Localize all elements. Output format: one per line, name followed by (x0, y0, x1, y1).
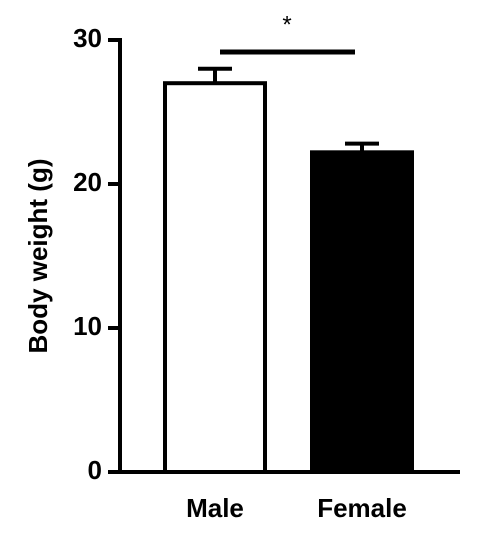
y-axis-label: Body weight (g) (23, 159, 53, 354)
x-tick-label: Female (317, 493, 407, 523)
significance-star: * (282, 11, 291, 38)
x-tick-label: Male (186, 493, 244, 523)
y-tick-label: 30 (73, 23, 102, 53)
y-tick-label: 0 (88, 455, 102, 485)
y-tick-label: 10 (73, 311, 102, 341)
bar (310, 150, 414, 474)
y-tick-label: 20 (73, 167, 102, 197)
bar (163, 81, 267, 474)
